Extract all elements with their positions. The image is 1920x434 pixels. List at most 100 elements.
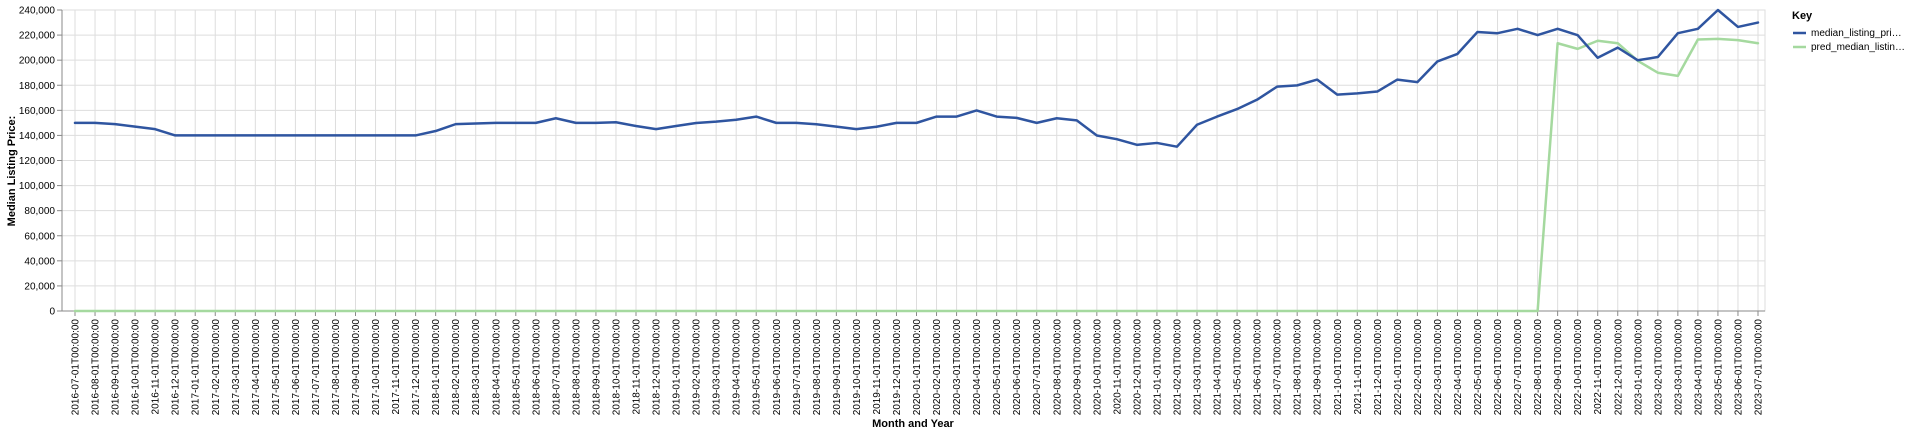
x-tick-label: 2020-01-01T00:00:00 (912, 319, 923, 416)
x-tick-label: 2018-03-01T00:00:00 (471, 319, 482, 416)
x-tick-label: 2020-10-01T00:00:00 (1092, 319, 1103, 416)
x-tick-label: 2017-02-01T00:00:00 (211, 319, 222, 416)
x-tick-label: 2019-09-01T00:00:00 (832, 319, 843, 416)
x-tick-label: 2020-09-01T00:00:00 (1072, 319, 1083, 416)
x-tick-label: 2019-06-01T00:00:00 (772, 319, 783, 416)
x-tick-label: 2018-06-01T00:00:00 (531, 319, 542, 416)
x-tick-label: 2022-09-01T00:00:00 (1553, 319, 1564, 416)
x-tick-label: 2018-11-01T00:00:00 (632, 319, 643, 415)
x-tick-label: 2020-03-01T00:00:00 (952, 319, 963, 416)
y-tick-label: 0 (49, 307, 55, 318)
x-tick-label: 2019-07-01T00:00:00 (792, 319, 803, 416)
x-tick-label: 2023-04-01T00:00:00 (1693, 319, 1704, 416)
x-tick-label: 2017-07-01T00:00:00 (311, 319, 322, 416)
y-tick-label: 160,000 (19, 106, 56, 117)
x-tick-label: 2022-07-01T00:00:00 (1513, 319, 1524, 416)
x-tick-label: 2016-11-01T00:00:00 (151, 319, 162, 415)
x-tick-label: 2021-03-01T00:00:00 (1193, 319, 1204, 416)
x-tick-label: 2022-01-01T00:00:00 (1393, 319, 1404, 416)
x-tick-label: 2019-02-01T00:00:00 (692, 319, 703, 416)
x-tick-label: 2016-07-01T00:00:00 (71, 319, 82, 416)
x-tick-label: 2016-09-01T00:00:00 (111, 319, 122, 416)
x-tick-label: 2018-04-01T00:00:00 (491, 319, 502, 416)
x-tick-label: 2017-11-01T00:00:00 (391, 319, 402, 415)
y-axis: 0 20,000 40,000 60,000 80,000 100,000 120,000 1… (19, 6, 63, 318)
y-tick-label: 140,000 (19, 131, 56, 142)
x-tick-label: 2018-07-01T00:00:00 (551, 319, 562, 416)
x-tick-label: 2020-06-01T00:00:00 (1012, 319, 1023, 416)
y-tick-label: 120,000 (19, 156, 56, 167)
x-tick-label: 2019-01-01T00:00:00 (672, 319, 683, 416)
x-tick-label: 2022-03-01T00:00:00 (1433, 319, 1444, 416)
x-tick-label: 2021-04-01T00:00:00 (1213, 319, 1224, 416)
x-tick-label: 2016-08-01T00:00:00 (91, 319, 102, 416)
x-tick-label: 2016-10-01T00:00:00 (131, 319, 142, 416)
x-tick-label: 2021-05-01T00:00:00 (1233, 319, 1244, 416)
y-tick-label: 20,000 (24, 281, 55, 292)
x-tick-label: 2020-04-01T00:00:00 (972, 319, 983, 416)
legend-title: Key (1792, 10, 1813, 22)
x-tick-label: 2017-09-01T00:00:00 (351, 319, 362, 416)
x-tick-label: 2018-02-01T00:00:00 (451, 319, 462, 416)
x-tick-label: 2023-01-01T00:00:00 (1633, 319, 1644, 416)
x-tick-label: 2022-08-01T00:00:00 (1533, 319, 1544, 416)
x-tick-label: 2018-08-01T00:00:00 (571, 319, 582, 416)
x-tick-label: 2022-04-01T00:00:00 (1453, 319, 1464, 416)
x-tick-label: 2019-08-01T00:00:00 (812, 319, 823, 416)
y-tick-label: 220,000 (19, 31, 56, 42)
series-lines (73, 8, 1760, 313)
x-tick-label: 2023-07-01T00:00:00 (1754, 319, 1765, 416)
x-tick-label: 2019-03-01T00:00:00 (712, 319, 723, 416)
x-tick-label: 2019-04-01T00:00:00 (732, 319, 743, 416)
series-line-median-listing-price (73, 8, 1760, 148)
y-axis-title: Median Listing Price: (6, 116, 18, 227)
x-tick-label: 2020-05-01T00:00:00 (992, 319, 1003, 416)
x-tick-label: 2017-10-01T00:00:00 (371, 319, 382, 416)
x-tick-label: 2022-10-01T00:00:00 (1573, 319, 1584, 416)
x-tick-label: 2020-12-01T00:00:00 (1132, 319, 1143, 416)
x-tick-label: 2017-06-01T00:00:00 (291, 319, 302, 416)
x-tick-label: 2017-01-01T00:00:00 (191, 319, 202, 416)
x-tick-label: 2019-11-01T00:00:00 (872, 319, 883, 415)
x-tick-label: 2022-06-01T00:00:00 (1493, 319, 1504, 416)
x-tick-label: 2019-05-01T00:00:00 (752, 319, 763, 416)
x-tick-label: 2020-07-01T00:00:00 (1032, 319, 1043, 416)
legend-label-median-listing-price: median_listing_pri… (1811, 28, 1902, 39)
x-tick-label: 2023-05-01T00:00:00 (1713, 319, 1724, 416)
x-tick-label: 2021-07-01T00:00:00 (1273, 319, 1284, 416)
x-tick-label: 2022-12-01T00:00:00 (1613, 319, 1624, 416)
y-tick-label: 40,000 (24, 256, 55, 267)
x-tick-label: 2019-12-01T00:00:00 (892, 319, 903, 416)
x-tick-label: 2021-08-01T00:00:00 (1293, 319, 1304, 416)
x-tick-label: 2017-08-01T00:00:00 (331, 319, 342, 416)
x-tick-label: 2018-05-01T00:00:00 (511, 319, 522, 416)
x-tick-label: 2018-09-01T00:00:00 (591, 319, 602, 416)
x-tick-label: 2022-02-01T00:00:00 (1413, 319, 1424, 416)
y-tick-label: 100,000 (19, 181, 56, 192)
x-tick-label: 2022-11-01T00:00:00 (1593, 319, 1604, 415)
x-tick-label: 2018-12-01T00:00:00 (652, 319, 663, 416)
y-tick-label: 200,000 (19, 56, 56, 67)
x-tick-label: 2020-11-01T00:00:00 (1112, 319, 1123, 415)
x-tick-label: 2016-12-01T00:00:00 (171, 319, 182, 416)
x-tick-label: 2023-03-01T00:00:00 (1673, 319, 1684, 416)
x-tick-label: 2018-10-01T00:00:00 (611, 319, 622, 416)
x-axis: 2016-07-01T00:00:00 2016-08-01T00:00:00 20… (62, 310, 1765, 416)
x-tick-label: 2018-01-01T00:00:00 (431, 319, 442, 416)
x-tick-label: 2017-03-01T00:00:00 (231, 319, 242, 416)
x-tick-label: 2019-10-01T00:00:00 (852, 319, 863, 416)
x-tick-label: 2023-02-01T00:00:00 (1653, 319, 1664, 416)
x-tick-label: 2021-02-01T00:00:00 (1172, 319, 1183, 416)
x-tick-label: 2020-08-01T00:00:00 (1052, 319, 1063, 416)
x-tick-label: 2021-12-01T00:00:00 (1373, 319, 1384, 416)
gridlines (61, 9, 1766, 312)
x-tick-label: 2017-04-01T00:00:00 (251, 319, 262, 416)
legend-label-pred-median-listing-price: pred_median_listin… (1811, 42, 1905, 53)
series-line-pred-median-listing-price (73, 37, 1760, 313)
x-tick-label: 2021-10-01T00:00:00 (1333, 319, 1344, 416)
y-tick-label: 180,000 (19, 81, 56, 92)
x-tick-label: 2017-12-01T00:00:00 (411, 319, 422, 416)
y-tick-label: 240,000 (19, 6, 56, 17)
x-tick-label: 2022-05-01T00:00:00 (1473, 319, 1484, 416)
